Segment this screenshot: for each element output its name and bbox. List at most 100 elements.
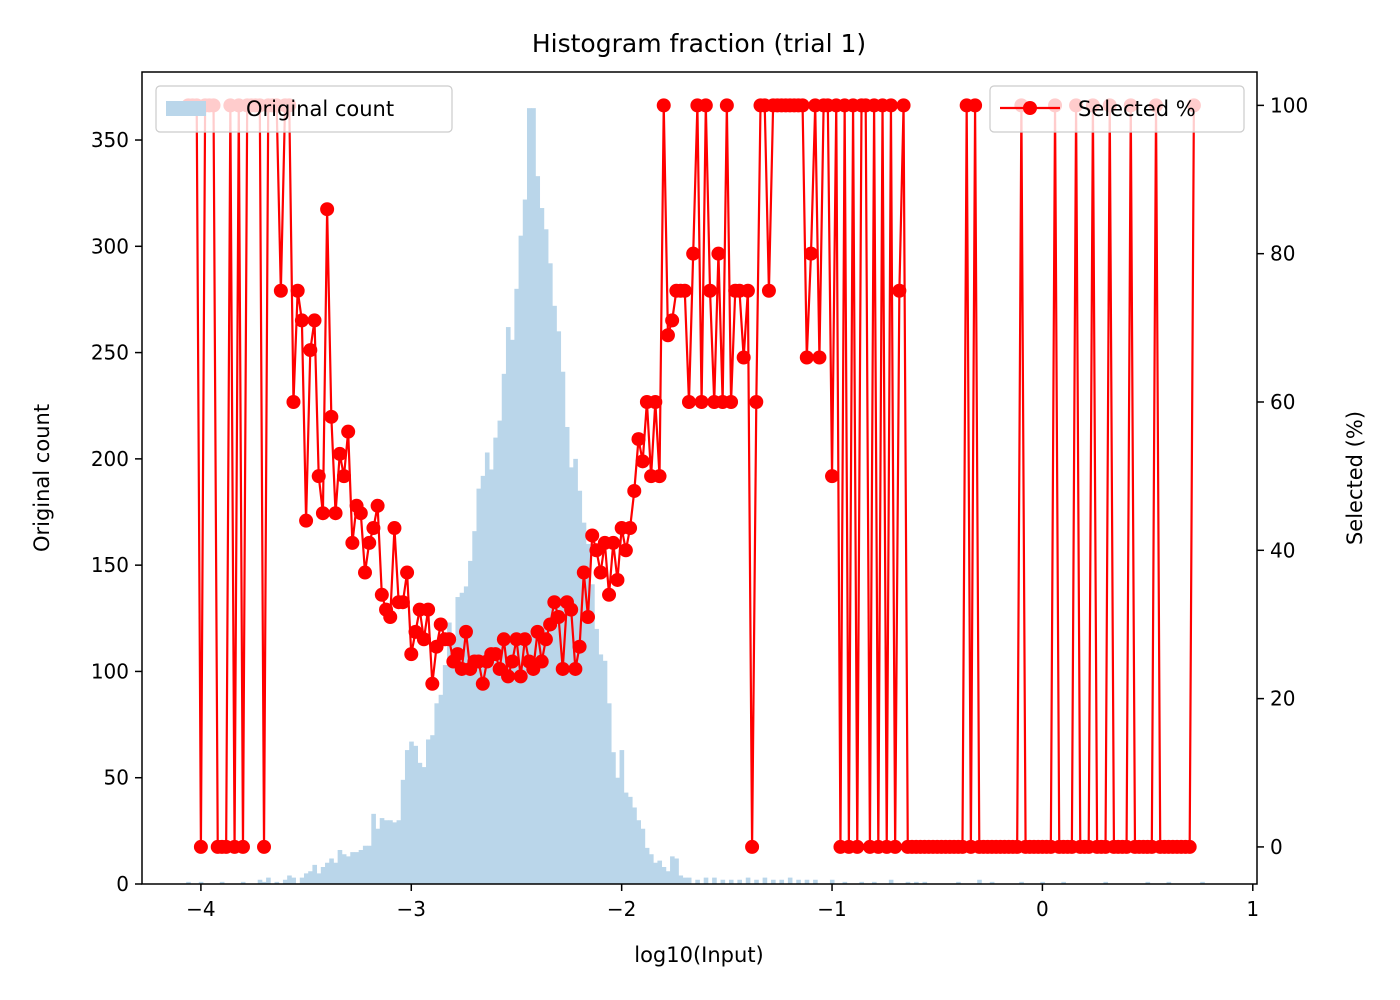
histogram-bar-117 [804,879,810,884]
histogram-bar-21 [341,854,347,884]
selected-percent-point-118 [677,283,692,298]
histogram-bar-32 [388,820,393,884]
selected-percent-point-111 [648,394,663,409]
histogram-bar-3 [240,881,246,884]
selected-percent-point-44 [366,521,381,536]
histogram-bar-49 [459,592,465,884]
histogram-bar-90 [632,807,637,884]
histogram-bar-25 [358,849,364,884]
histogram-bar-24 [354,852,360,884]
selected-percent-point-27 [294,313,309,328]
selected-percent-point-100 [602,587,617,602]
selected-percent-point-146 [795,98,810,113]
selected-percent-point-56 [416,632,431,647]
histogram-bar-125 [914,881,919,884]
histogram-bar-60 [505,327,511,885]
selected-percent-point-124 [703,283,718,298]
histogram-bar-99 [670,856,675,884]
histogram-bar-46 [447,622,452,884]
histogram-bar-20 [337,849,343,884]
histogram-bar-31 [383,820,389,884]
selected-percent-point-53 [404,647,419,662]
selected-percent-point-89 [555,661,570,676]
selected-percent-point-167 [883,98,898,113]
histogram-bar-75 [569,467,574,884]
histogram-bar-36 [404,750,410,884]
histogram-bar-17 [325,862,330,884]
selected-percent-point-29 [303,343,318,358]
selected-percent-point-36 [332,446,347,461]
histogram-bar-10 [291,877,296,884]
legend-line-label: Selected % [1078,97,1196,121]
selected-percent-point-3 [193,839,208,854]
selected-percent-point-79 [513,669,528,684]
histogram-bar-16 [320,866,326,884]
histogram-bar-37 [409,741,414,884]
selected-percent-point-49 [387,521,402,536]
selected-percent-point-92 [568,661,583,676]
selected-percent-point-51 [395,595,410,610]
y-right-tick-label-0: 0 [1270,835,1283,859]
selected-percent-point-115 [665,313,680,328]
histogram-bar-42 [430,735,435,884]
legend-histogram-frame [155,85,453,133]
histogram-bar-19 [333,862,339,884]
histogram-bar-9 [287,875,292,884]
histogram-bar-67 [535,176,541,884]
histogram-bar-89 [627,796,633,884]
selected-percent-point-129 [724,394,739,409]
y-right-tick-label-5: 100 [1270,93,1308,117]
histogram-bar-109 [737,879,742,884]
histogram-bar-39 [417,762,423,884]
histogram-bar-122 [872,881,877,884]
selected-percent-point-126 [711,246,726,261]
histogram-bar-82 [598,654,604,884]
selected-percent-point-43 [362,535,377,550]
histogram-bar-126 [922,881,928,884]
histogram-bar-98 [665,871,671,884]
selected-percent-point-33 [320,202,335,217]
histogram-bar-48 [455,597,461,884]
histogram-bar-74 [564,426,570,884]
histogram-bar-108 [728,879,734,884]
histogram-bar-80 [590,584,595,884]
selected-percent-point-153 [825,469,840,484]
histogram-bar-104 [695,879,700,884]
histogram-bar-66 [531,108,536,884]
legend-histogram: Original count [155,85,453,133]
selected-percent-point-57 [421,602,436,617]
selected-percent-point-132 [736,350,751,365]
selected-percent-markers [181,98,1201,854]
selected-percent-point-170 [896,98,911,113]
histogram-bar-106 [712,877,717,884]
selected-percent-point-134 [745,839,760,854]
selected-percent-point-169 [892,283,907,298]
selected-percent-point-62 [442,632,457,647]
x-tick-label-1: −3 [397,897,426,921]
selected-percent-point-148 [804,246,818,261]
y-left-tick-label-4: 200 [91,447,129,471]
y-axis-left: 0 50 100 150 200 250 300 350 [91,128,142,896]
histogram-bar-135 [1166,881,1172,884]
histogram-bar-40 [421,767,427,884]
histogram-bar-131 [1040,881,1045,884]
histogram-bar-30 [379,818,385,884]
histogram-bar-12 [303,873,309,884]
histogram-bar-6 [266,877,271,884]
histogram-bar-52 [472,531,477,884]
selected-percent-point-113 [656,98,671,113]
x-tick-label-4: 0 [1036,897,1049,921]
histogram-bar-79 [585,543,591,884]
histogram-bar-107 [720,879,726,884]
selected-percent-point-150 [812,350,827,365]
selected-percent-point-45 [370,498,385,513]
histogram-bar-56 [489,469,494,884]
histogram-bar-29 [375,828,381,884]
histogram-bar-96 [657,860,663,884]
histogram-bars [186,108,1205,885]
histogram-bar-33 [392,822,397,884]
selected-percent-point-38 [341,424,356,439]
y-left-tick-label-3: 150 [91,553,129,577]
histogram-bar-45 [442,665,448,884]
selected-percent-point-91 [564,602,579,617]
